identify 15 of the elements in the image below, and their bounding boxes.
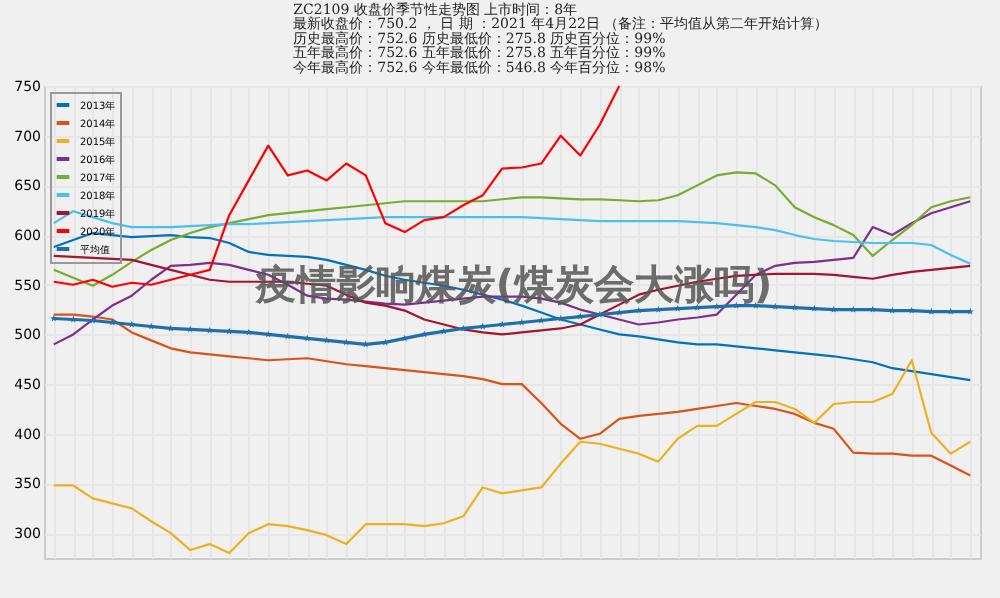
point	[498, 320, 506, 328]
point	[459, 324, 467, 332]
point	[791, 303, 799, 311]
point	[615, 308, 623, 316]
line-series	[52, 359, 972, 555]
point	[869, 305, 877, 313]
line-series	[52, 313, 972, 477]
point	[576, 312, 584, 320]
point	[537, 316, 545, 324]
point	[89, 316, 97, 324]
point	[50, 314, 58, 322]
point	[128, 320, 136, 328]
point	[420, 330, 428, 338]
point	[908, 306, 916, 314]
line-series	[52, 210, 972, 265]
